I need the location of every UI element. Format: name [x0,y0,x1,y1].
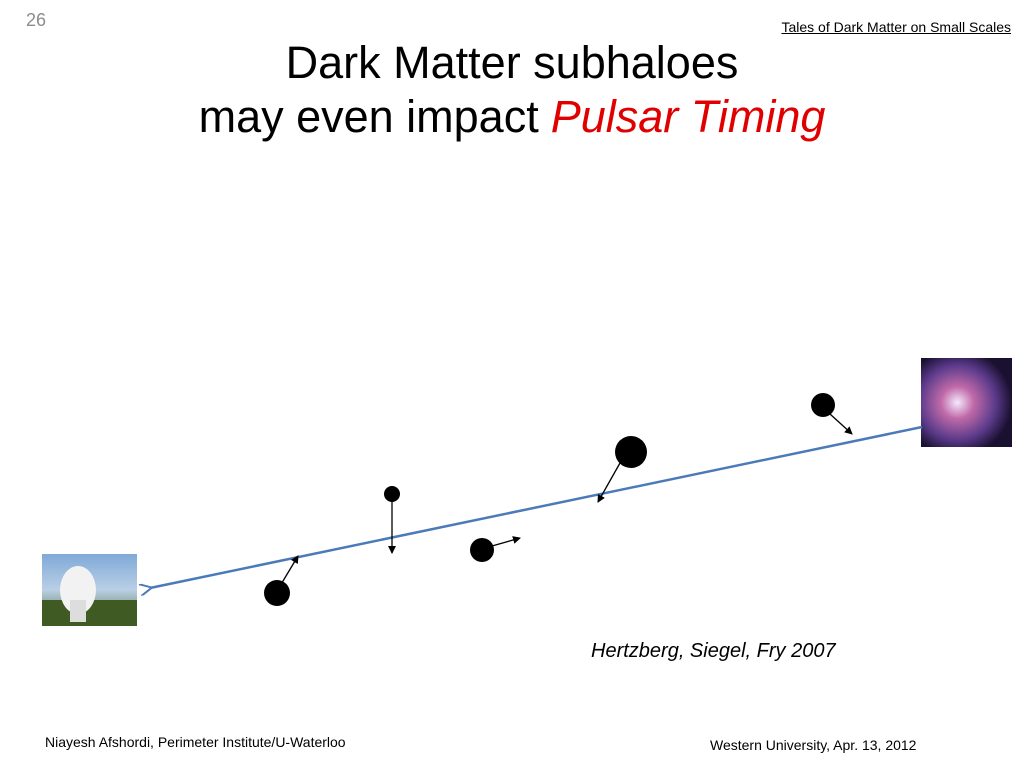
velocity-arrows [279,413,853,587]
telescope-image [42,554,137,626]
title-line: Dark Matter subhaloes [285,37,739,88]
footer-left: Niayesh Afshordi, Perimeter Institute/U-… [45,734,346,750]
title: Dark Matter subhaloes may even impact Pul… [0,36,1024,144]
title-highlight: Pulsar Timing [550,91,826,142]
line-of-sight [150,425,923,588]
title-text: may even impact [198,91,539,142]
header: Tales of Dark Matter on Small Scales [781,19,1011,35]
slide-number: 26 [26,10,47,30]
subhaloes [264,393,835,606]
crab-nebula-image [921,358,1012,447]
title-line: may even impact Pulsar Timing [0,90,1024,144]
footer-right: Western University, Apr. 13, 2012 [710,737,917,753]
citation: Hertzberg, Siegel, Fry 2007 [591,640,836,662]
